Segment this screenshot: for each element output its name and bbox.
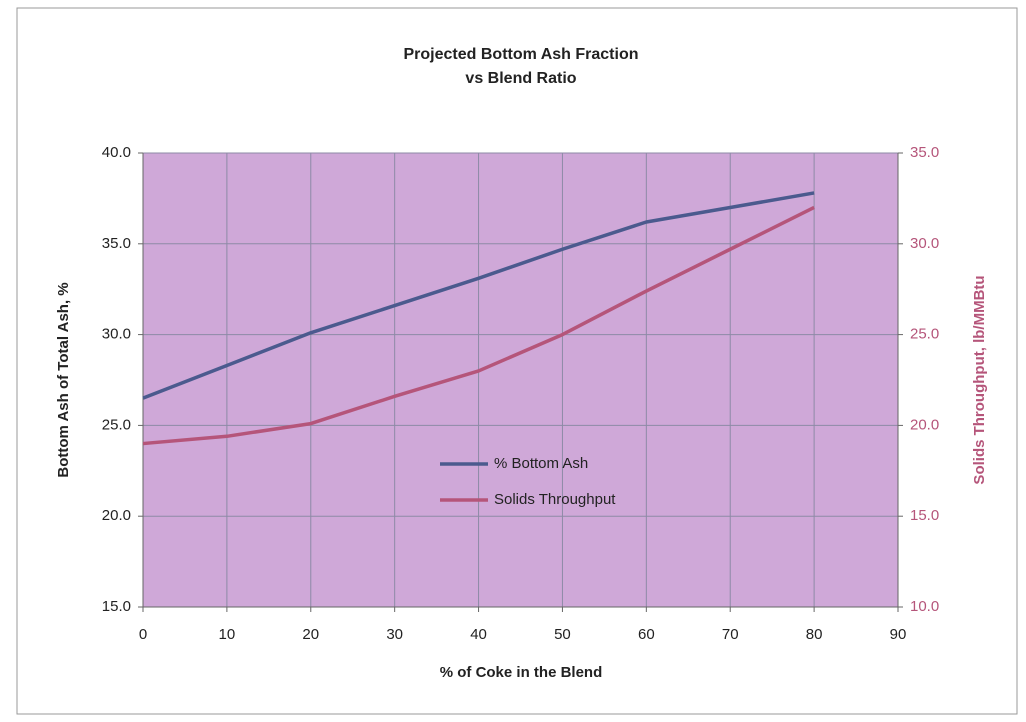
x-tick-label: 40 bbox=[470, 626, 487, 643]
x-axis-title: % of Coke in the Blend bbox=[440, 664, 603, 681]
y2-tick-label: 10.0 bbox=[910, 598, 939, 615]
y2-tick-label: 15.0 bbox=[910, 507, 939, 524]
y2-tick-label: 35.0 bbox=[910, 144, 939, 161]
y-tick-label: 35.0 bbox=[102, 235, 131, 252]
y2-tick-label: 30.0 bbox=[910, 235, 939, 252]
x-tick-label: 0 bbox=[139, 626, 147, 643]
line-series bbox=[142, 205, 815, 446]
legend-label: % Bottom Ash bbox=[494, 455, 588, 472]
y-tick-label: 15.0 bbox=[102, 598, 131, 615]
x-tick-label: 20 bbox=[302, 626, 319, 643]
chart-title: vs Blend Ratio bbox=[465, 70, 576, 87]
y-tick-label: 40.0 bbox=[102, 144, 131, 161]
x-tick-label: 90 bbox=[890, 626, 907, 643]
x-tick-label: 30 bbox=[386, 626, 403, 643]
y2-tick-label: 25.0 bbox=[910, 326, 939, 343]
x-tick-label: 60 bbox=[638, 626, 655, 643]
y-tick-label: 25.0 bbox=[102, 416, 131, 433]
chart-title: Projected Bottom Ash Fraction bbox=[404, 46, 639, 63]
y-tick-label: 20.0 bbox=[102, 507, 131, 524]
y2-axis-title: Solids Throughput, lb/MMBtu bbox=[971, 275, 988, 484]
legend-label: Solids Throughput bbox=[494, 491, 616, 508]
y-axis-title: Bottom Ash of Total Ash, % bbox=[55, 282, 72, 477]
line-series bbox=[142, 191, 815, 400]
x-tick-label: 10 bbox=[219, 626, 236, 643]
x-tick-label: 70 bbox=[722, 626, 739, 643]
x-tick-label: 50 bbox=[554, 626, 571, 643]
y2-tick-label: 20.0 bbox=[910, 416, 939, 433]
y-tick-label: 30.0 bbox=[102, 326, 131, 343]
x-tick-label: 80 bbox=[806, 626, 823, 643]
